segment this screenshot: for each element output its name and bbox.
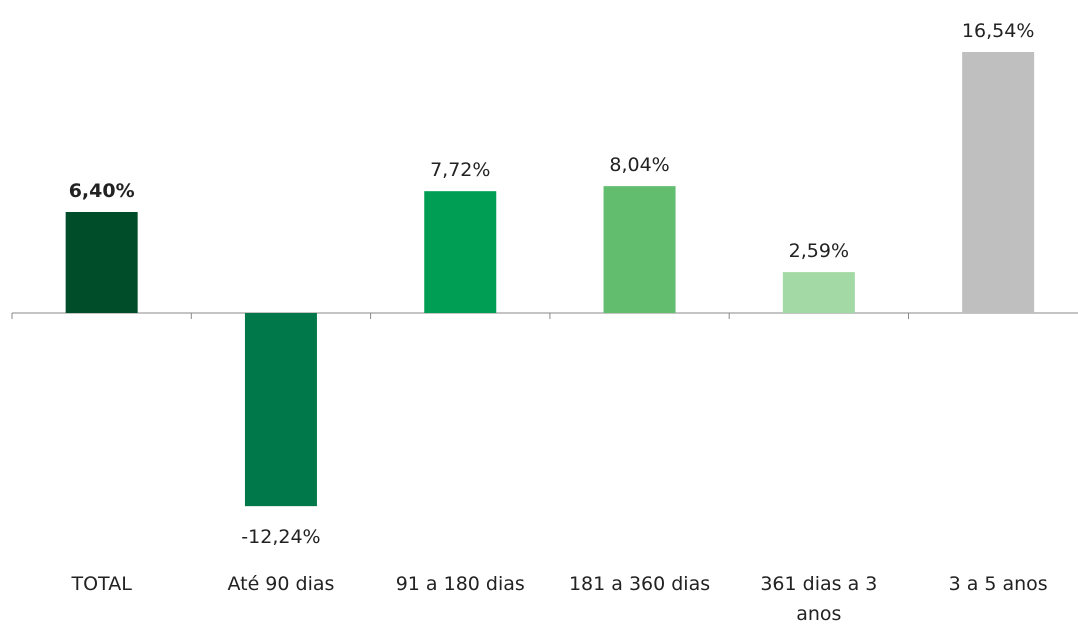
value-label: 2,59% bbox=[789, 240, 849, 262]
bar bbox=[244, 313, 317, 507]
category-label: 361 dias a 3 anos bbox=[760, 573, 878, 625]
category-label: TOTAL bbox=[71, 573, 132, 595]
bar bbox=[424, 191, 497, 313]
category-label: 91 a 180 dias bbox=[395, 573, 525, 595]
value-label: 7,72% bbox=[430, 159, 490, 181]
category-label: 3 a 5 anos bbox=[948, 573, 1048, 595]
bar bbox=[782, 272, 855, 313]
category-label: 181 a 360 dias bbox=[568, 573, 711, 595]
bar bbox=[603, 186, 676, 313]
bar bbox=[962, 52, 1035, 313]
category-label: Até 90 dias bbox=[227, 573, 335, 595]
value-label: 8,04% bbox=[609, 154, 669, 176]
value-label: 6,40% bbox=[69, 180, 135, 202]
bar bbox=[65, 212, 138, 313]
value-label: -12,24% bbox=[241, 526, 320, 548]
value-label: 16,54% bbox=[962, 20, 1034, 42]
